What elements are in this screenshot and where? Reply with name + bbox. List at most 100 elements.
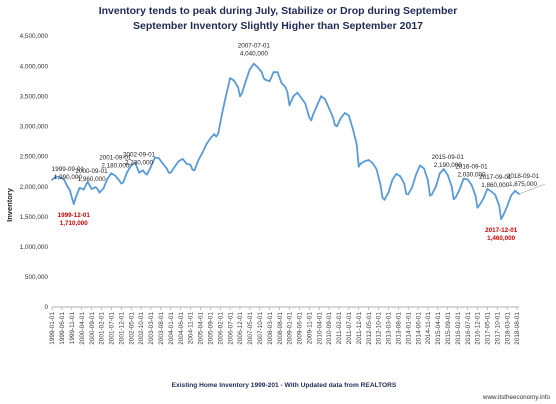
data-point [59, 176, 61, 179]
data-point [391, 179, 394, 181]
data-point [74, 196, 77, 199]
x-tick-label: 2008-03-01 [267, 312, 274, 345]
annotation-date: 2018-09-01 [507, 173, 540, 180]
x-tick-label: 2012-05-01 [366, 312, 373, 345]
data-point [153, 156, 156, 159]
data-point [165, 167, 168, 170]
y-tick-label: 2,000,000 [20, 184, 49, 191]
data-point [213, 133, 216, 136]
data-point [169, 171, 172, 174]
data-point [118, 179, 121, 182]
x-tick-label: 2014-01-01 [405, 312, 412, 345]
x-tick-label: 2009-06-01 [297, 312, 304, 345]
x-tick-label: 2012-10-01 [376, 312, 383, 345]
data-point [110, 172, 113, 175]
data-point [209, 137, 212, 140]
x-tick-label: 2016-07-01 [465, 312, 472, 345]
annotation-date: 2017-12-01 [485, 227, 518, 234]
data-point [332, 116, 334, 119]
data-point [500, 218, 503, 220]
data-point [96, 188, 99, 190]
annotation-value: 1,710,000 [60, 220, 89, 227]
data-point [138, 171, 140, 174]
data-point [367, 159, 370, 161]
data-point [66, 186, 69, 189]
data-point [334, 124, 336, 127]
data-point [292, 95, 295, 98]
data-point [320, 95, 323, 98]
data-point [387, 191, 390, 194]
annotation-value: 4,040,000 [240, 51, 269, 58]
data-point [431, 193, 433, 196]
x-tick-label: 2009-11-01 [306, 312, 313, 345]
data-point [288, 104, 291, 107]
data-point [256, 66, 259, 69]
data-point [429, 194, 431, 197]
data-point [442, 168, 445, 170]
annotation-leader-line [518, 183, 546, 195]
data-point [359, 162, 362, 165]
data-point [225, 94, 228, 96]
data-point [78, 186, 81, 189]
data-point [280, 82, 283, 84]
data-point [94, 186, 97, 189]
data-point [205, 143, 208, 146]
data-point [399, 175, 402, 178]
data-point [454, 196, 457, 199]
annotation-date: 2000-09-01 [75, 168, 108, 175]
y-tick-label: 1,500,000 [20, 214, 49, 221]
data-point [494, 194, 497, 196]
data-point [144, 172, 146, 175]
data-point [502, 214, 505, 217]
data-point [248, 68, 251, 71]
data-point [262, 77, 265, 80]
annotation-value: 2,030,000 [458, 172, 487, 179]
x-tick-label: 2013-03-01 [386, 312, 393, 345]
data-point [510, 194, 512, 197]
data-point [201, 151, 204, 154]
annotation-value: 1,460,000 [487, 235, 516, 242]
annotation-value: 2,230,000 [125, 160, 154, 167]
data-point [150, 165, 152, 168]
data-point [411, 186, 414, 189]
data-point [177, 160, 180, 163]
x-tick-label: 2000-04-01 [79, 312, 86, 345]
annotation-date: 2016-09-01 [455, 164, 488, 171]
data-point [296, 91, 299, 94]
data-point [383, 198, 386, 201]
data-point [86, 180, 89, 183]
x-tick-label: 2001-02-01 [99, 312, 106, 345]
data-point [347, 114, 350, 117]
data-point [395, 173, 398, 175]
data-point [102, 187, 105, 190]
x-tick-label: 2017-05-01 [485, 312, 492, 345]
data-point [106, 177, 109, 180]
data-point [434, 185, 437, 188]
y-tick-label: 1,000,000 [20, 244, 49, 251]
x-tick-label: 2002-05-01 [128, 312, 135, 345]
x-tick-label: 2015-04-01 [435, 312, 442, 345]
data-point [264, 79, 267, 81]
data-point [68, 189, 71, 192]
data-point [462, 177, 465, 180]
x-tick-label: 2011-02-01 [336, 312, 343, 345]
annotation-date: 2001-09-01 [99, 155, 132, 162]
x-tick-label: 2017-10-01 [494, 312, 501, 345]
annotation-date: 2002-09-01 [123, 152, 156, 159]
y-tick-label: 0 [44, 304, 48, 311]
annotation-value: 1,990,000 [54, 174, 83, 181]
data-point [221, 112, 224, 114]
data-point [276, 71, 279, 74]
annotation-date: 1999-12-01 [58, 212, 91, 219]
data-point [181, 157, 184, 160]
x-tick-label: 2006-07-01 [227, 312, 234, 345]
data-point [466, 178, 469, 181]
data-point [427, 179, 429, 182]
data-point [415, 173, 418, 176]
annotation-value: 1,960,000 [78, 176, 107, 183]
x-tick-label: 2009-01-01 [287, 312, 294, 345]
data-point [514, 189, 516, 192]
data-point [237, 86, 239, 89]
annotation-date: 2007-07-01 [238, 43, 271, 50]
